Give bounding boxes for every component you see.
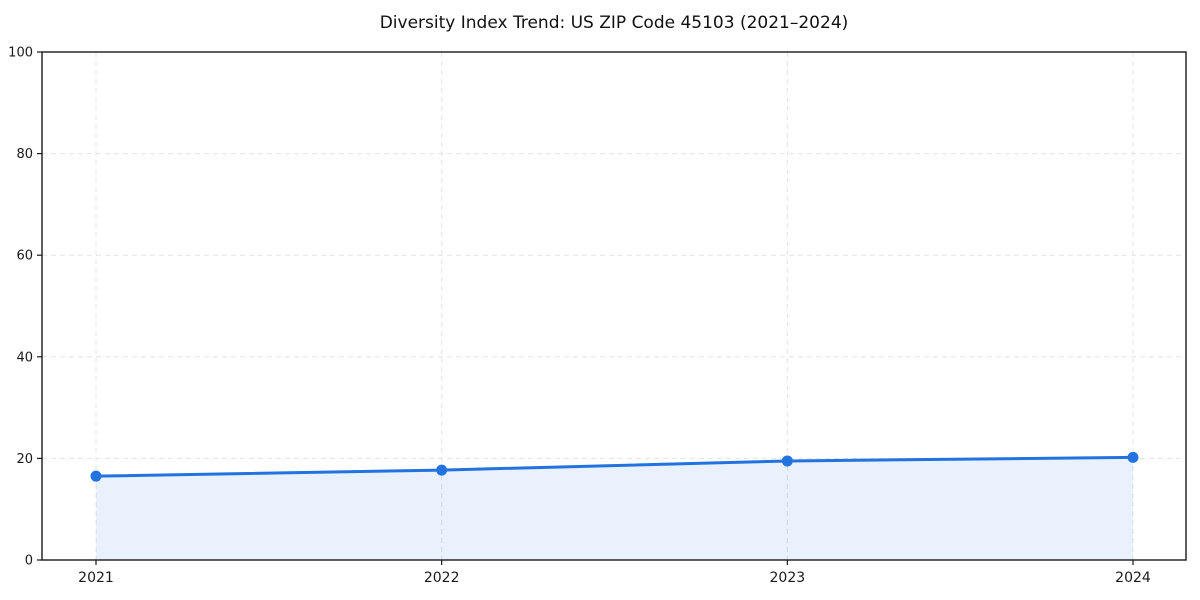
y-axis-tick-label: 40 <box>16 350 33 365</box>
y-axis-tick-label: 20 <box>16 452 33 467</box>
trend-line <box>94 455 1135 478</box>
plot-border <box>41 51 1187 561</box>
y-axis-tick-label: 60 <box>16 249 33 264</box>
y-axis-tick-label: 100 <box>8 46 33 61</box>
chart-title: Diversity Index Trend: US ZIP Code 45103… <box>379 13 849 33</box>
area-fill <box>96 457 1133 560</box>
data-point-2022 <box>436 464 448 476</box>
data-point-2024 <box>1127 451 1139 463</box>
data-point-2021 <box>90 470 102 482</box>
y-axis-tick-label: 80 <box>16 147 33 162</box>
x-axis-tick-label: 2023 <box>770 570 806 586</box>
x-axis-tick-label: 2022 <box>424 570 460 586</box>
x-axis-tick-label: 2024 <box>1115 570 1151 586</box>
x-axis-tick-label: 2021 <box>78 570 114 586</box>
y-axis-tick-label: 0 <box>25 554 33 569</box>
data-point-2023 <box>781 455 793 467</box>
